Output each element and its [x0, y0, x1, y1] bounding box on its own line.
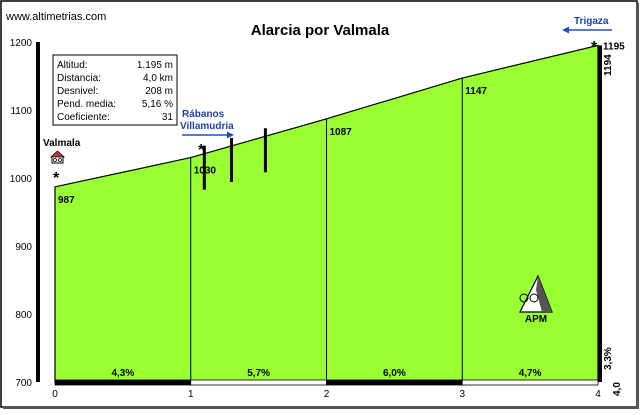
waypoint-label-trigaza: Trigaza: [574, 16, 609, 27]
altitude-point-label: 1087: [330, 127, 353, 138]
y-tick-labels: 700 800 900 1000 1100 1200: [10, 38, 33, 389]
waypoint-trigaza: Trigaza *: [562, 16, 612, 56]
x-tick-label: 4: [595, 389, 601, 400]
spike-mark: [263, 128, 267, 173]
segment-bar-piece: [461, 379, 599, 386]
spike-mark: [202, 145, 206, 190]
church-icon: [49, 150, 66, 164]
segment-gradient-label: 4,7%: [519, 368, 542, 379]
right-elevation-bar: [598, 45, 602, 383]
stats-row-value: 1.195 m: [137, 60, 173, 71]
stats-row-label: Desnivel:: [57, 86, 98, 97]
stats-box-frame: [52, 54, 178, 126]
end-distance-label: 4,0: [612, 382, 623, 396]
asterisk-marker-valmala: *: [53, 170, 60, 187]
waypoint-label-valmala: Valmala: [43, 138, 81, 149]
y-tick-label: 700: [15, 378, 32, 389]
segment-bar: 4,3% 5,7% 6,0% 4,7%: [54, 368, 599, 386]
cyclist-icon-wheel-left: [519, 293, 529, 303]
stats-row-value: 4,0 km: [143, 73, 173, 84]
stats-row-label: Altitud:: [57, 60, 88, 71]
apm-logo-text: APM: [525, 314, 547, 325]
segment-bar-piece: [190, 379, 327, 386]
y-tick-label: 900: [15, 242, 32, 253]
site-url: www.altimetrias.com: [5, 11, 106, 23]
segment-bar-piece: [326, 379, 463, 386]
mountain-icon-shade: [536, 276, 552, 312]
x-tick-labels: 0 1 2 3 4: [52, 389, 601, 400]
outer-border-shadow-right: [636, 3, 639, 409]
church-icon-window-left: [53, 158, 57, 162]
apm-logo: APM: [519, 274, 553, 325]
waypoint-label-rabanos: Rábanos: [182, 109, 225, 120]
segment-gradient-label: 4,3%: [111, 368, 134, 379]
waypoint-label-villamudria: Villamudria: [180, 121, 234, 132]
church-icon-roof: [49, 150, 66, 158]
arrow-right-icon: [182, 131, 234, 139]
waypoint-rabanos: Rábanos Villamudria *: [180, 109, 234, 159]
stats-rows: Altitud: 1.195 m Distancia: 4,0 km Desnivel:…: [57, 60, 173, 123]
asterisk-marker-rabanos: *: [198, 142, 205, 159]
x-tick-label: 3: [459, 389, 465, 400]
cyclist-icon-wheel-right: [529, 293, 539, 303]
stats-row-label: Pend. media:: [57, 99, 116, 110]
x-tick-label: 1: [188, 389, 194, 400]
end-gradient-label: 3,3%: [603, 347, 614, 370]
y-tick-label: 1200: [10, 38, 33, 49]
church-icon-window-right: [58, 158, 62, 162]
segment-gradient-label: 5,7%: [247, 368, 270, 379]
altitude-point-label: 987: [58, 195, 75, 206]
spike-mark: [229, 137, 233, 182]
altitude-point-label: 1195: [603, 41, 625, 52]
y-tick-label: 1100: [10, 106, 32, 117]
stats-box: Altitud: 1.195 m Distancia: 4,0 km Desnivel:…: [52, 54, 178, 126]
waypoint-valmala: Valmala *: [43, 138, 81, 187]
stats-row-value: 208 m: [145, 86, 173, 97]
stats-row-value: 5,16 %: [142, 99, 173, 110]
altitude-point-label: 1147: [465, 86, 487, 97]
end-altitude-label: 1194: [603, 54, 614, 76]
stats-row-label: Distancia:: [57, 73, 101, 84]
chart-title: Alarcia por Valmala: [251, 22, 390, 39]
y-tick-label: 800: [15, 310, 32, 321]
arrow-left-icon: [562, 26, 612, 34]
spikes: [202, 128, 267, 190]
x-tick-label: 2: [324, 389, 330, 400]
outer-border-shadow-bottom: [3, 406, 639, 409]
segment-gradient-label: 6,0%: [383, 368, 406, 379]
segment-bar-piece: [54, 379, 192, 386]
stats-row-label: Coeficiente:: [57, 112, 110, 123]
x-tick-label: 0: [52, 389, 58, 400]
asterisk-marker-trigaza: *: [591, 39, 598, 56]
y-tick-label: 1000: [10, 174, 33, 185]
stats-row-value: 31: [162, 112, 174, 123]
left-elevation-bar: [36, 42, 40, 382]
